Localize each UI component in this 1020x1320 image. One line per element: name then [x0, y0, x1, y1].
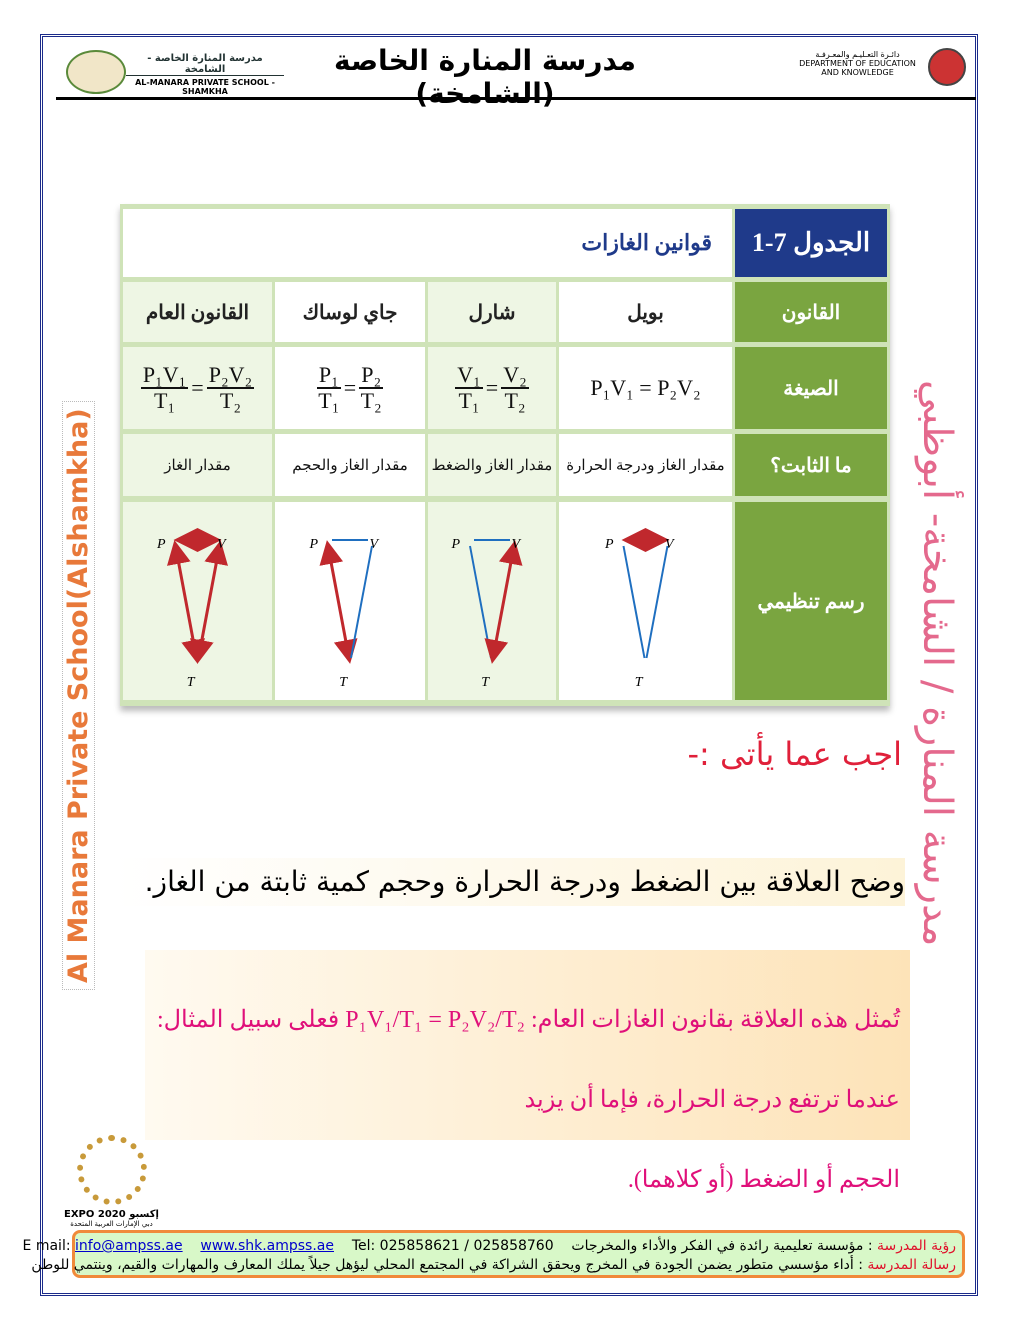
formula-gay-lussac: P₁ T₁ = P₂ T₂ [275, 347, 425, 429]
law-boyle: بويل [559, 282, 732, 342]
denominator: T₂ [360, 388, 382, 413]
mission-label: رسالة المدرسة [867, 1257, 956, 1273]
side-watermark-left: Al Manara Private School(Alshamkha) [62, 401, 95, 990]
constant-gay-lussac: مقدار الغاز والحجم [275, 434, 425, 496]
page-title: مدرسة المنارة الخاصة (الشامخة) [334, 44, 636, 110]
department-name: دائـرة التعـليـم والمعـرفـة DEPARTMENT O… [790, 50, 925, 77]
v-t-relation [190, 540, 228, 664]
footer-line-1: رؤية المدرسة : مؤسسة تعليمية رائدة في ال… [23, 1237, 956, 1256]
header-divider [56, 97, 976, 100]
numerator: V₁ [455, 362, 483, 389]
dept-en2: AND KNOWLEDGE [821, 68, 894, 77]
diagram-label-v: V [511, 537, 521, 552]
numerator: P₁ [316, 362, 341, 389]
school-logo [66, 50, 126, 94]
formula-boyle: P₁V₁ = P₂V₂ [559, 347, 732, 429]
dept-en1: DEPARTMENT OF EDUCATION [799, 59, 916, 68]
expo-label: EXPO 2020 إكسبو [64, 1209, 159, 1220]
school-name-ar: مدرسة المنارة الخاصة - الشامخة [126, 53, 284, 76]
numerator: P₁V₁ [140, 362, 189, 389]
emblem-logo [928, 48, 966, 86]
law-general: القانون العام [123, 282, 272, 342]
row-label-constant: ما الثابت؟ [735, 434, 887, 496]
row-label-formula: الصيغة [735, 347, 887, 429]
denominator: T₂ [504, 388, 526, 413]
table-title: قوانين الغازات [123, 209, 732, 277]
answer-line-1: تُمثل هذه العلاقة بقانون الغازات العام: … [156, 1007, 900, 1113]
p-t-relation [167, 540, 205, 664]
equals: = [485, 375, 499, 400]
footer-line-2: رسالة المدرسة : أداء مؤسسي متطور يضمن ال… [31, 1256, 956, 1275]
constant-boyle: مقدار الغاز ودرجة الحرارة [559, 434, 732, 496]
expo-sub: دبي الإمارات العربية المتحدة [70, 1220, 153, 1228]
diagram-general: P V T [123, 502, 272, 700]
answer-line-2: الحجم أو الضغط (أو كلاهما). [627, 1167, 900, 1193]
expo-emblem [76, 1135, 147, 1205]
formula-general: P₁V₁ T₁ = P₂V₂ T₂ [123, 347, 272, 429]
equals: = [343, 375, 357, 400]
diagram-label-p: P [450, 537, 460, 552]
diagram-label-p: P [308, 537, 318, 552]
diagram-gay-lussac: P V T [275, 502, 425, 700]
formula-charles: V₁ T₁ = V₂ T₂ [428, 347, 556, 429]
diagram-charles: P V T [428, 502, 556, 700]
equals: = [191, 375, 204, 400]
diagram-label-t: T [339, 675, 348, 690]
website-link[interactable]: www.shk.ampss.ae [200, 1238, 334, 1254]
side-watermark-right: مدرسة المنارة / الشامخة- أبوظبي [914, 380, 960, 947]
page-border [40, 34, 978, 1296]
question-text: وضح العلاقة بين الضغط ودرجة الحرارة وحجم… [115, 858, 905, 906]
school-name-en: AL-MANARA PRIVATE SCHOOL - SHAMKHA [135, 78, 275, 96]
diagram-label-t: T [187, 675, 196, 690]
p-t-relation [469, 545, 492, 659]
question-heading: اجب عما يأتى :- [687, 735, 902, 773]
expo-2020-logo: EXPO 2020 إكسبو دبي الإمارات العربية الم… [64, 1135, 159, 1228]
v-t-relation [484, 540, 523, 664]
diagram-label-v: V [217, 537, 227, 552]
diagram-label-v: V [369, 537, 379, 552]
constant-general: مقدار الغاز [123, 434, 272, 496]
denominator: T₁ [154, 388, 176, 413]
denominator: T₁ [318, 388, 340, 413]
table-number: الجدول 7-1 [735, 209, 887, 277]
diagram-label-p: P [156, 537, 166, 552]
vision-text: : مؤسسة تعليمية رائدة في الفكر والأداء و… [571, 1238, 878, 1254]
p-t-relation [319, 540, 358, 664]
diagram-label-t: T [481, 675, 490, 690]
v-t-relation [350, 545, 373, 659]
diagram-boyle: P V T [559, 502, 732, 700]
v-t-relation [645, 545, 669, 659]
diagram-label-p: P [604, 537, 614, 552]
email-label: E mail: [22, 1238, 76, 1254]
email-link[interactable]: info@ampss.ae [75, 1238, 183, 1254]
numerator: V₂ [501, 362, 529, 389]
numerator: P₂ [359, 362, 384, 389]
vision-label: رؤية المدرسة [877, 1238, 956, 1254]
mission-text: : أداء مؤسسي متطور يضمن الجودة في المخرج… [31, 1257, 868, 1273]
law-gay-lussac: جاي لوساك [275, 282, 425, 342]
law-charles: شارل [428, 282, 556, 342]
diagram-label-v: V [665, 537, 675, 552]
numerator: P₂V₂ [206, 362, 255, 389]
denominator: T₁ [458, 388, 480, 413]
footer: رؤية المدرسة : مؤسسة تعليمية رائدة في ال… [23, 1230, 965, 1278]
denominator: T₂ [219, 388, 241, 413]
diagram-label-t: T [635, 675, 644, 690]
gas-laws-table: الجدول 7-1 قوانين الغازات القانون بويل ش… [120, 204, 890, 706]
row-label-diagram: رسم تنظيمي [735, 502, 887, 700]
constant-charles: مقدار الغاز والضغط [428, 434, 556, 496]
p-t-relation [622, 545, 646, 659]
dept-ar: دائـرة التعـليـم والمعـرفـة [815, 50, 900, 59]
phone: Tel: 025858621 / 025858760 [351, 1238, 554, 1254]
answer-box: تُمثل هذه العلاقة بقانون الغازات العام: … [145, 950, 910, 1193]
row-label-law: القانون [735, 282, 887, 342]
